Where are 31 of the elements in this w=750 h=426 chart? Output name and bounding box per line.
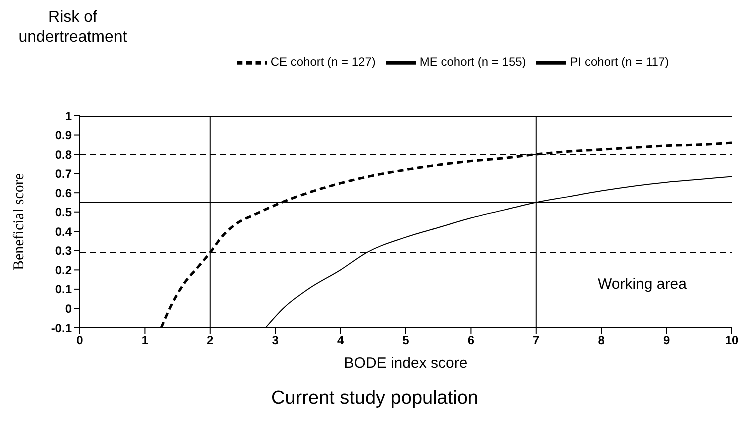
y-tick-label: -0.1: [51, 321, 72, 336]
x-tick-label: 4: [337, 334, 344, 348]
y-tick-label: 0.2: [55, 263, 72, 278]
y-tick-label: 0.9: [55, 128, 72, 143]
legend-label: ME cohort (n = 155): [420, 55, 526, 70]
y-tick-label: 1: [65, 109, 72, 124]
annotation: Working area: [598, 276, 687, 293]
y-tick-label: 0.8: [55, 148, 72, 162]
legend-label: CE cohort (n = 127): [270, 55, 376, 70]
y-tick-label: 0.6: [55, 186, 72, 200]
y-tick-label: 0.5: [55, 206, 72, 220]
x-tick-label: 6: [468, 334, 475, 348]
legend-label: PI cohort (n = 117): [570, 55, 670, 70]
y-tick-label: 0.4: [55, 224, 72, 239]
text: Current study population: [270, 388, 480, 410]
text: Risk of undertreatment: [18, 8, 128, 48]
x-tick-label: 0: [76, 334, 84, 348]
x-tick-label: 1: [142, 334, 149, 348]
x-tick-label: 10: [725, 334, 739, 348]
x-tick-label: 7: [533, 334, 540, 348]
x-tick-label: 8: [598, 334, 606, 348]
x-axis-title: BODE index score: [344, 355, 468, 372]
y-tick-label: 0: [65, 302, 72, 316]
x-tick-label: 5: [402, 334, 410, 348]
y-axis-title: Beneficial score: [11, 173, 28, 271]
y-tick-label: 0.1: [55, 282, 72, 297]
y-tick-label: 0.7: [55, 167, 72, 182]
x-tick-label: 9: [663, 334, 670, 348]
x-tick-label: 2: [207, 334, 214, 348]
y-tick-label: 0.3: [55, 244, 72, 258]
x-tick-label: 3: [272, 334, 280, 348]
